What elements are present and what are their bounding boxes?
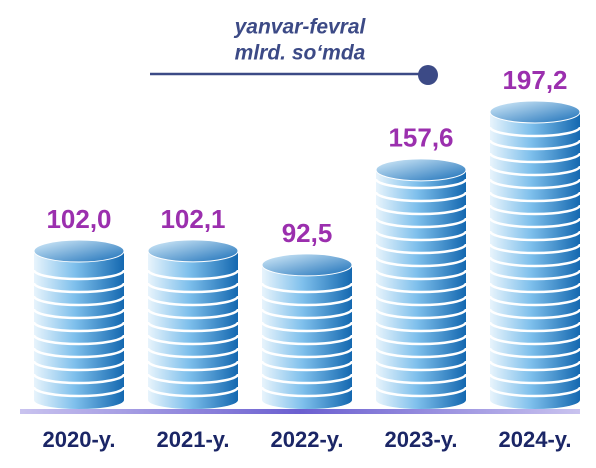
coin-edge [488,282,582,294]
coin-edge [374,373,468,385]
stack-top [489,100,581,124]
coin-stack [260,253,354,409]
coin-edge [32,386,126,398]
coin-edge [488,217,582,229]
coin-edge [488,256,582,268]
coin-edge [32,321,126,333]
coin-stack [146,239,240,409]
coin-edge [374,386,468,398]
coin-edge [146,321,240,333]
coin-edge [146,386,240,398]
coin-edge [260,347,354,359]
stack-top [33,239,125,263]
chart-subtitle: mlrd. so‘mda [235,42,366,65]
coin-edge [374,321,468,333]
value-label: 157,6 [388,123,453,153]
stack-body [148,250,238,400]
x-tick-label: 2021-y. [157,427,230,452]
coin-edge [374,204,468,216]
coin-edge [488,321,582,333]
coin-edge [374,308,468,320]
coin-edge [488,347,582,359]
coin-edge [146,360,240,372]
coin-edge [488,334,582,346]
coin-edge [32,269,126,281]
coin-edge [488,165,582,177]
coin-edge [146,334,240,346]
coin-edge [32,373,126,385]
x-tick-label: 2022-y. [271,427,344,452]
chart-title: yanvar-fevral [234,16,367,39]
coin-edge [32,295,126,307]
coin-edge [488,126,582,138]
value-label: 102,0 [46,204,111,234]
coin-edge [488,243,582,255]
coin-stack [374,158,468,409]
stack-body [262,264,352,400]
coin-edge [488,308,582,320]
coin-edge [374,347,468,359]
coin-edge [374,217,468,229]
coin-edge [374,334,468,346]
coin-edge [374,243,468,255]
coin-edge [374,256,468,268]
stack-top [147,239,239,263]
baseline [20,409,580,414]
coin-edge [374,191,468,203]
coin-edge [32,282,126,294]
coin-edge [146,269,240,281]
coin-edge [260,308,354,320]
coin-edge [488,204,582,216]
coin-edge [374,178,468,190]
coin-edge [488,373,582,385]
coin-edge [488,230,582,242]
coin-edge [260,360,354,372]
coin-edge [488,386,582,398]
value-label: 197,2 [502,65,567,95]
coin-edge [374,230,468,242]
coin-edge [146,373,240,385]
coin-edge [32,360,126,372]
coin-edge [260,334,354,346]
coin-edge [488,178,582,190]
coin-stack [32,239,126,409]
coin-edge [146,282,240,294]
stack-body [34,251,124,400]
stack-body [376,169,466,400]
coin-edge [374,295,468,307]
coin-edge [146,308,240,320]
coin-edge [260,386,354,398]
coin-edge [488,152,582,164]
value-label: 102,1 [160,204,225,234]
coin-edge [260,321,354,333]
coin-edge [374,282,468,294]
coin-edge [32,334,126,346]
coin-edge [260,282,354,294]
coin-edge [146,347,240,359]
coin-edge [32,308,126,320]
coin-edge [488,360,582,372]
coin-edge [374,360,468,372]
coin-edge [260,373,354,385]
coin-edge [260,295,354,307]
stack-top [375,158,467,182]
coin-stack [488,100,582,409]
x-tick-label: 2020-y. [43,427,116,452]
coin-edge [32,347,126,359]
x-tick-label: 2024-y. [499,427,572,452]
coin-edge [488,269,582,281]
coin-edge [146,295,240,307]
x-tick-label: 2023-y. [385,427,458,452]
coin-edge [488,191,582,203]
coin-edge [374,269,468,281]
coin-edge [488,295,582,307]
coin-edge [488,139,582,151]
value-label: 92,5 [282,218,333,248]
stack-top [261,253,353,277]
title-dot [418,65,438,85]
